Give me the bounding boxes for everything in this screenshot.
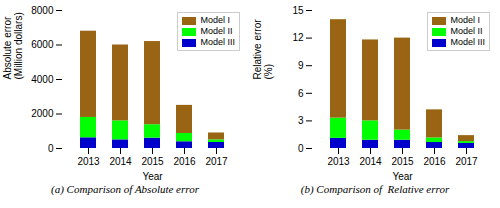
svg-text:2017: 2017 — [205, 156, 228, 167]
svg-text:Absolute error(Million dollars: Absolute error(Million dollars) — [2, 12, 24, 79]
svg-text:12: 12 — [292, 32, 304, 43]
html-text:(a) Comparison of Absolute err: (a) Comparison of Absolute error — [51, 183, 199, 195]
svg-text:2017: 2017 — [455, 156, 478, 167]
svg-text:2013: 2013 — [327, 156, 350, 167]
html-text:Model III: Model III — [200, 37, 235, 47]
svg-text:8000: 8000 — [31, 5, 54, 16]
svg-text:0: 0 — [298, 143, 304, 154]
html-text:Model III: Model III — [450, 37, 485, 47]
svg-text:Relative error(%): Relative error(%) — [252, 19, 274, 80]
svg-text:2016: 2016 — [423, 156, 446, 167]
svg-text:2000: 2000 — [31, 108, 54, 119]
svg-text:2013: 2013 — [77, 156, 100, 167]
svg-text:2016: 2016 — [173, 156, 196, 167]
svg-text:2015: 2015 — [141, 156, 164, 167]
svg-text:Year: Year — [392, 171, 413, 182]
html-text:(b) Comparison of Relative err: (b) Comparison of Relative error — [300, 183, 450, 195]
svg-text:9: 9 — [298, 60, 304, 71]
svg-text:6: 6 — [298, 88, 304, 99]
svg-text:4000: 4000 — [31, 74, 54, 85]
svg-text:2014: 2014 — [109, 156, 132, 167]
svg-text:15: 15 — [292, 5, 304, 16]
svg-text:2014: 2014 — [359, 156, 382, 167]
html-text:Model II: Model II — [450, 26, 483, 36]
html-text:Model I: Model I — [450, 15, 480, 25]
svg-text:2015: 2015 — [391, 156, 414, 167]
html-text:Model I: Model I — [200, 15, 230, 25]
html-text:Model II: Model II — [200, 26, 233, 36]
svg-text:Year: Year — [142, 171, 163, 182]
svg-text:0: 0 — [48, 143, 54, 154]
svg-text:6000: 6000 — [31, 39, 54, 50]
svg-text:3: 3 — [298, 115, 304, 126]
